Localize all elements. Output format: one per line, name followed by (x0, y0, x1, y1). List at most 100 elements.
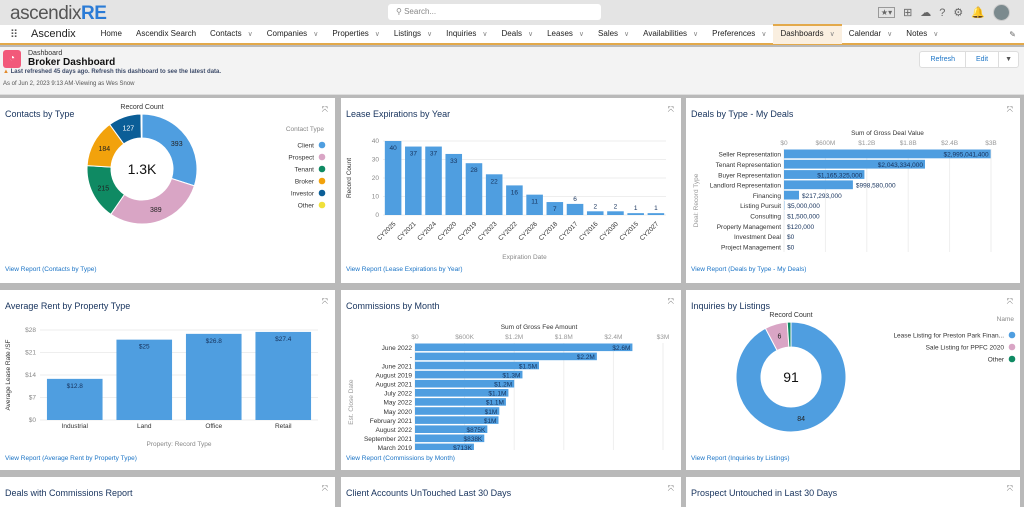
edit-button[interactable]: Edit (966, 52, 999, 67)
y-tick-label: 10 (372, 194, 380, 201)
chevron-down-icon[interactable]: ∨ (693, 31, 698, 38)
category-label: Buyer Representation (718, 172, 781, 179)
chevron-down-icon[interactable]: ∨ (248, 31, 253, 38)
help-icon[interactable]: ? (939, 7, 945, 19)
chevron-down-icon[interactable]: ∨ (830, 31, 835, 38)
view-report-link[interactable]: View Report (Average Rent by Property Ty… (5, 455, 137, 462)
chevron-down-icon[interactable]: ∨ (313, 31, 318, 38)
x-tick-label: $0 (780, 140, 788, 147)
x-tick-label: CY2023 (477, 220, 499, 242)
bar-value-label: 2 (614, 203, 618, 210)
legend-item-label: Other (298, 203, 315, 210)
bar-value-label: 2 (593, 203, 597, 210)
x-tick-label: CY2016 (578, 220, 600, 242)
nav-item-leases[interactable]: Leases ∨ (540, 24, 591, 44)
nav-item-label: Ascendix Search (136, 29, 196, 38)
bar-value-label: $1,500,000 (787, 213, 820, 220)
warning-icon: ▲ (3, 69, 9, 75)
global-search-input[interactable]: ⚲ Search... (388, 4, 601, 20)
settings-gear-icon[interactable]: ⚙ (953, 6, 963, 19)
bar-cy2016 (587, 211, 604, 215)
user-avatar[interactable] (993, 4, 1010, 21)
view-report-link[interactable]: View Report (Commissions by Month) (346, 455, 455, 462)
app-name: Ascendix (31, 28, 76, 40)
bar-land (116, 340, 172, 420)
legend-item-label: Investor (291, 191, 315, 198)
bar-cy2017 (567, 204, 584, 215)
notifications-bell-icon[interactable]: 🔔 (971, 6, 985, 19)
favorites-star-icon[interactable]: ★▾ (878, 7, 895, 18)
legend-item-label: Tenant (294, 167, 314, 174)
y-axis-title: Average Lease Rate /SF (5, 339, 12, 410)
chevron-down-icon[interactable]: ∨ (887, 31, 892, 38)
bar-value-label: 37 (410, 151, 418, 158)
expand-icon[interactable]: ⤧ (668, 484, 674, 494)
nav-item-notes[interactable]: Notes∨ (899, 24, 945, 44)
category-label: - (410, 354, 412, 361)
card-prospect-untouched: Prospect Untouched in Last 30 Days ⤧ (686, 477, 1020, 507)
nav-item-contacts[interactable]: Contacts∨ (203, 24, 260, 44)
slice-value-label: 127 (122, 126, 134, 133)
ascendix-logo[interactable]: ascendixRE (10, 3, 106, 25)
chevron-down-icon[interactable]: ∨ (528, 31, 533, 38)
category-label: August 2021 (375, 381, 412, 388)
view-report-link[interactable]: View Report (Contacts by Type) (5, 266, 97, 273)
view-report-link[interactable]: View Report (Deals by Type - My Deals) (691, 266, 806, 273)
nav-item-inquiries[interactable]: Inquiries∨ (439, 24, 494, 44)
nav-item-home[interactable]: Home (94, 24, 129, 44)
nav-item-availabilities[interactable]: Availabilities∨ (636, 24, 705, 44)
nav-item-preferences[interactable]: Preferences∨ (705, 24, 773, 44)
bar-value-label: $1,165,325,000 (817, 172, 863, 179)
chart-title: Sum of Gross Fee Amount (501, 324, 578, 331)
nav-item-companies[interactable]: Companies∨ (260, 24, 326, 44)
x-tick-label: $3M (657, 334, 670, 341)
edit-nav-icon[interactable]: ✎ (1009, 30, 1016, 39)
nav-item-calendar[interactable]: Calendar∨ (842, 24, 900, 44)
slice-value-label: 6 (777, 334, 781, 341)
expand-icon[interactable]: ⤧ (322, 484, 328, 494)
rent-bar-chart: $0$7$14$21$28$12.8Industrial$25Land$26.8… (0, 290, 335, 470)
category-label: March 2019 (378, 445, 413, 450)
bar-value-label: $12.8 (67, 383, 84, 390)
chevron-down-icon[interactable]: ∨ (624, 31, 629, 38)
dashboard-icon: ◔ (3, 50, 21, 68)
category-label: Consulting (750, 213, 781, 220)
x-tick-label: Industrial (62, 423, 89, 430)
more-actions-dropdown[interactable]: ▼ (999, 52, 1018, 67)
category-label: August 2019 (375, 372, 412, 379)
chevron-down-icon[interactable]: ∨ (427, 31, 432, 38)
x-tick-label: Office (205, 423, 222, 430)
view-report-link[interactable]: View Report (Inquiries by Listings) (691, 455, 790, 462)
bar-retail (255, 332, 311, 420)
refresh-button[interactable]: Refresh (920, 52, 966, 67)
trailhead-icon[interactable]: ☁ (920, 6, 931, 19)
nav-item-ascendix-search[interactable]: Ascendix Search (129, 24, 203, 44)
nav-item-label: Leases (547, 29, 573, 38)
nav-item-deals[interactable]: Deals∨ (495, 24, 541, 44)
nav-item-dashboards[interactable]: Dashboards∨ (773, 24, 841, 44)
app-launcher-icon[interactable]: ⠿ (10, 28, 22, 41)
category-label: Seller Representation (718, 152, 781, 159)
chevron-down-icon[interactable]: ∨ (579, 31, 584, 38)
expand-icon[interactable]: ⤧ (1007, 484, 1013, 494)
view-report-link[interactable]: View Report (Lease Expirations by Year) (346, 266, 463, 273)
card-title: Prospect Untouched in Last 30 Days (691, 488, 837, 498)
bar-value-label: $998,580,000 (856, 183, 896, 190)
slice-value-label: 393 (171, 141, 183, 148)
nav-item-sales[interactable]: Sales∨ (591, 24, 636, 44)
bar-cy2027 (648, 213, 665, 215)
nav-item-listings[interactable]: Listings∨ (387, 24, 439, 44)
x-tick-label: $600K (455, 334, 474, 341)
x-tick-label: $0 (411, 334, 419, 341)
chevron-down-icon[interactable]: ∨ (482, 31, 487, 38)
add-icon[interactable]: ⊞ (903, 6, 912, 19)
lease-bar-chart: 01020304040CY202537CY202137CY202433CY202… (341, 98, 681, 283)
bar-value-label: 1 (654, 205, 658, 212)
nav-item-properties[interactable]: Properties∨ (325, 24, 387, 44)
chevron-down-icon[interactable]: ∨ (761, 31, 766, 38)
chevron-down-icon[interactable]: ∨ (933, 31, 938, 38)
bar-value-label: 11 (531, 199, 538, 206)
x-tick-label: $1.2M (505, 334, 523, 341)
chevron-down-icon[interactable]: ∨ (375, 31, 380, 38)
